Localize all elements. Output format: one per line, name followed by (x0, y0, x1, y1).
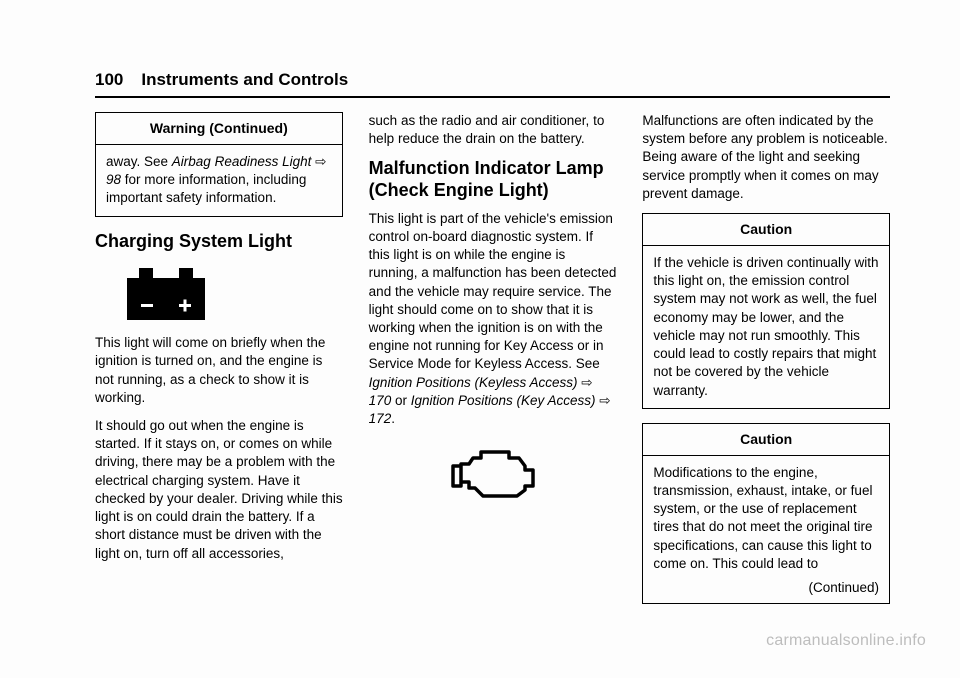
warning-text-pre: away. See (106, 154, 172, 169)
col2-mid: or (391, 393, 411, 408)
col2-p2: This light is part of the vehicle's emis… (369, 210, 617, 429)
warning-ref: Airbag Readiness Light (172, 154, 312, 169)
caution-box-1: Caution If the vehicle is driven continu… (642, 213, 890, 409)
col3-p1: Malfunctions are often indicated by the … (642, 112, 890, 203)
battery-icon (123, 264, 209, 324)
caution-box-2: Caution Modifications to the engine, tra… (642, 423, 890, 604)
warning-body: away. See Airbag Readiness Light ⇨ 98 fo… (96, 145, 342, 216)
section-title: Instruments and Controls (141, 70, 348, 90)
caution2-continued: (Continued) (643, 575, 889, 603)
col2-ref1: Ignition Positions (Keyless Access) (369, 375, 578, 390)
page-number: 100 (95, 70, 123, 90)
caution2-heading: Caution (643, 424, 889, 456)
caution1-body: If the vehicle is driven continually wit… (643, 246, 889, 408)
col2-p2-pre: This light is part of the vehicle's emis… (369, 211, 617, 372)
caution1-heading: Caution (643, 214, 889, 246)
charging-heading: Charging System Light (95, 231, 343, 253)
col2-sym2: ⇨ (596, 393, 611, 408)
charging-p2: It should go out when the engine is star… (95, 417, 343, 563)
page-header: 100 Instruments and Controls (95, 70, 890, 98)
engine-icon (447, 446, 539, 502)
content-columns: Warning (Continued) away. See Airbag Rea… (95, 112, 890, 604)
column-1: Warning (Continued) away. See Airbag Rea… (95, 112, 343, 604)
col2-page1: 170 (369, 393, 392, 408)
warning-heading: Warning (Continued) (96, 113, 342, 145)
mil-heading: Malfunction Indicator Lamp (Check Engine… (369, 158, 617, 201)
col2-post: . (391, 411, 395, 426)
col2-ref2: Ignition Positions (Key Access) (411, 393, 596, 408)
warning-box: Warning (Continued) away. See Airbag Rea… (95, 112, 343, 217)
warning-text-post: for more information, including importan… (106, 172, 306, 205)
column-3: Malfunctions are often indicated by the … (642, 112, 890, 604)
col2-page2: 172 (369, 411, 392, 426)
col2-p1: such as the radio and air conditioner, t… (369, 112, 617, 148)
battery-icon-wrap (95, 260, 343, 334)
caution2-body: Modifications to the engine, transmissio… (643, 456, 889, 575)
warning-ref-page: 98 (106, 172, 121, 187)
manual-page: 100 Instruments and Controls Warning (Co… (0, 0, 960, 678)
charging-p1: This light will come on briefly when the… (95, 334, 343, 407)
watermark: carmanualsonline.info (766, 632, 926, 650)
col2-sym1: ⇨ (578, 375, 593, 390)
engine-icon-wrap (369, 438, 617, 506)
column-2: such as the radio and air conditioner, t… (369, 112, 617, 604)
warning-ref-sym: ⇨ (311, 154, 326, 169)
